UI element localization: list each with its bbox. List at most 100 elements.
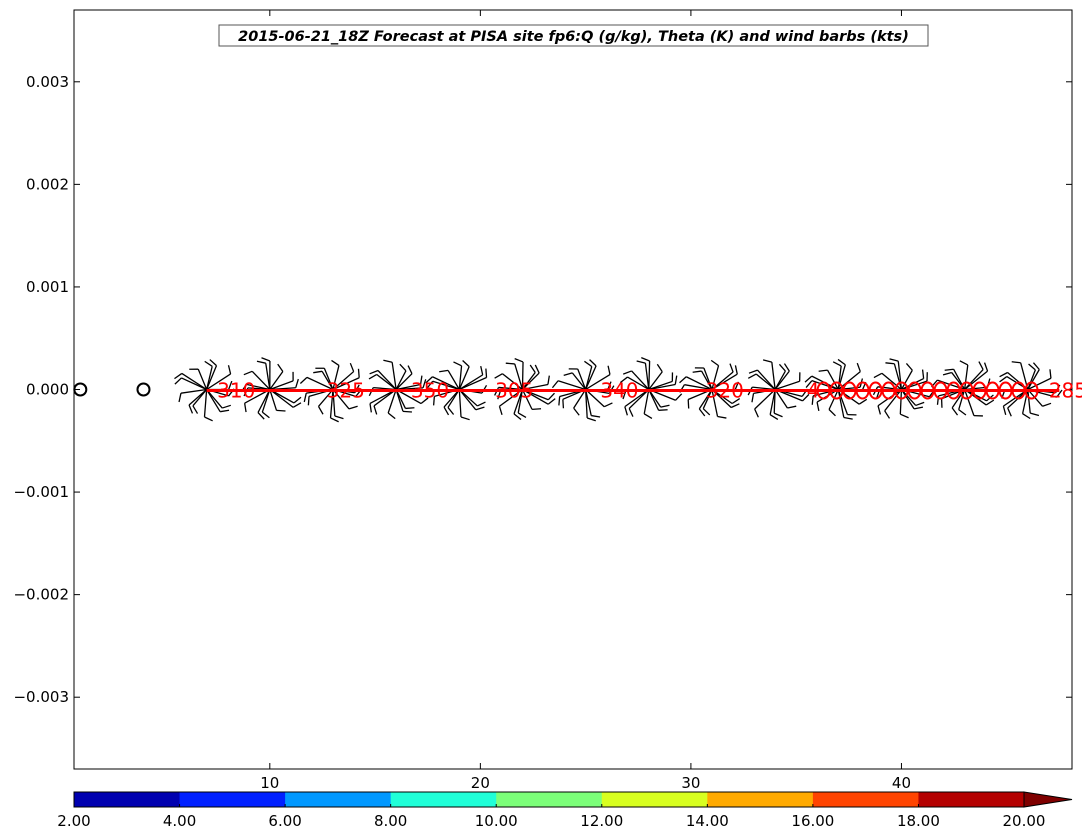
wind-barb-feather xyxy=(405,407,415,410)
wind-barb-feather xyxy=(462,360,470,368)
wind-barb-shaft xyxy=(396,383,421,391)
wind-barb-feather xyxy=(660,404,670,408)
wind-barb-feather xyxy=(802,393,810,402)
wind-barb-feather xyxy=(547,398,556,405)
wind-barb-shaft xyxy=(685,376,713,391)
wind-barb-feather xyxy=(292,402,302,408)
wind-barb-shaft xyxy=(514,363,524,390)
wind-barb-feather xyxy=(1056,389,1063,398)
wind-barb-shaft xyxy=(884,389,902,412)
wind-barb-shaft xyxy=(521,389,533,410)
wind-barb-feather xyxy=(913,406,924,410)
wind-barb-shaft xyxy=(644,363,650,390)
x-tick-label: 20 xyxy=(471,774,490,792)
wind-barb-shaft xyxy=(571,372,587,390)
wind-barb-shaft xyxy=(958,389,966,410)
wind-barb-feather xyxy=(317,406,324,415)
wind-barb-feather xyxy=(942,371,952,376)
wind-barb-feather xyxy=(628,408,634,417)
wind-barb-feather xyxy=(547,392,555,401)
chart-title-box: 2015-06-21_18Z Forecast at PISA site fp6… xyxy=(218,24,929,47)
wind-barb-feather xyxy=(497,390,502,400)
wind-barb-feather xyxy=(227,365,232,375)
theta-label: 325 xyxy=(327,379,365,403)
wind-barb-feather xyxy=(1007,407,1012,417)
colorbar-segment xyxy=(496,792,603,807)
wind-barb-shaft xyxy=(774,370,786,390)
colorbar-segment xyxy=(601,792,708,807)
y-tick-label: 0.001 xyxy=(26,278,69,296)
wind-barb-feather xyxy=(551,380,559,389)
y-tick-label: 0.002 xyxy=(26,175,69,193)
wind-barb-feather xyxy=(958,409,967,416)
wind-barb-shaft xyxy=(774,389,788,409)
theta-label: 305 xyxy=(495,379,533,403)
wind-barb-shaft xyxy=(458,365,463,390)
theta-label-cluster xyxy=(816,381,1039,400)
wind-barb-feather xyxy=(884,410,891,419)
y-tick-label: −0.003 xyxy=(13,688,69,706)
wind-barb-feather xyxy=(985,399,995,406)
y-axis: 0.003 0.002 0.001 0.000 −0.001 −0.002 −0.003 xyxy=(13,73,1072,706)
wind-barb-shaft xyxy=(771,362,776,390)
wind-barb-feather xyxy=(313,370,323,374)
colorbar-segment xyxy=(707,792,814,807)
wind-barb-shaft xyxy=(321,370,334,390)
wind-barb-feather xyxy=(514,357,524,363)
wind-barb-shaft xyxy=(329,389,334,418)
wind-barb-shaft xyxy=(711,373,738,391)
wind-barb-feather xyxy=(622,370,632,375)
x-tick-label: 10 xyxy=(260,774,279,792)
wind-barb-shaft xyxy=(458,389,478,407)
wind-barb-station xyxy=(551,359,615,422)
theta-label: 310 xyxy=(217,379,255,403)
wind-barb-shaft xyxy=(628,389,650,409)
theta-label: 4 xyxy=(807,379,820,403)
wind-barb-shaft xyxy=(893,363,903,390)
wind-barb-shaft xyxy=(702,389,713,409)
wind-barb-feather xyxy=(773,412,783,418)
wind-barb-shaft xyxy=(458,389,462,418)
wind-barb-shaft xyxy=(206,389,223,409)
wind-barb-feather xyxy=(591,414,601,418)
wind-barb-feather xyxy=(425,376,433,384)
wind-barb-feather xyxy=(485,368,488,378)
wind-barb-feather xyxy=(295,378,299,388)
wind-barb-shaft xyxy=(447,389,460,408)
wind-barb-shaft xyxy=(458,374,484,391)
wind-barb-feather xyxy=(1042,402,1052,407)
wind-barb-feather xyxy=(944,368,954,371)
wind-barb-shaft xyxy=(447,370,460,390)
wind-barb-shaft xyxy=(373,388,397,407)
wind-barb-feather xyxy=(257,412,265,420)
wind-barb-feather xyxy=(475,406,485,411)
colorbar-tick-label: 4.00 xyxy=(163,812,196,830)
wind-barb-feather xyxy=(951,407,959,416)
wind-barb-shaft xyxy=(206,389,221,413)
colorbar-segment xyxy=(812,792,919,807)
wind-barb-feather xyxy=(349,362,355,372)
wind-barb-station xyxy=(747,359,810,420)
wind-barb-shaft xyxy=(648,360,651,390)
wind-barb-feather xyxy=(889,358,899,362)
wind-barb-feather xyxy=(999,376,1008,383)
wind-barb-shaft xyxy=(585,366,593,390)
wind-barb-feather xyxy=(419,375,423,385)
wind-barb-shaft xyxy=(684,384,713,391)
wind-barb-shaft xyxy=(181,372,207,391)
wind-barb-feather xyxy=(816,401,820,412)
theta-label: 285 xyxy=(1049,379,1082,403)
wind-barb-shaft xyxy=(773,389,776,414)
wind-barb-feather xyxy=(1028,363,1036,371)
wind-barb-shaft xyxy=(837,389,849,415)
wind-barb-shaft xyxy=(521,361,524,390)
humidity-marker xyxy=(136,382,151,397)
wind-barb-feather xyxy=(1032,362,1040,370)
wind-barb-shaft xyxy=(963,364,969,390)
theta-label: 340 xyxy=(600,379,638,403)
wind-barb-feather xyxy=(426,380,434,389)
wind-barb-shaft xyxy=(180,388,207,394)
wind-barb-feather xyxy=(731,398,741,405)
wind-barb-feather xyxy=(261,357,271,362)
